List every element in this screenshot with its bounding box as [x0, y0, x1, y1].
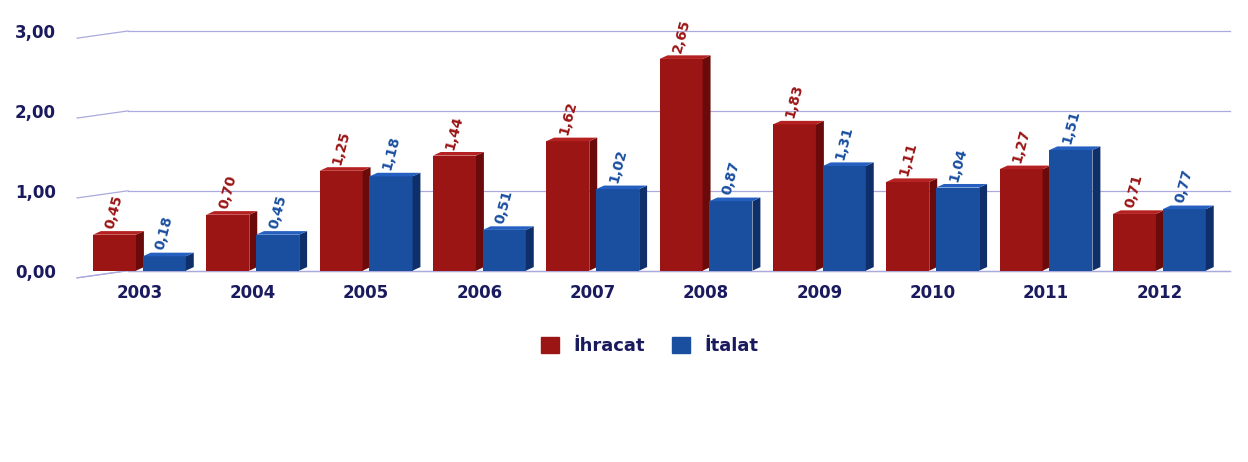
Text: 1,44: 1,44 [443, 114, 466, 151]
Polygon shape [866, 163, 874, 271]
Polygon shape [250, 211, 257, 271]
Bar [369, 176, 413, 271]
Bar [773, 124, 816, 271]
Polygon shape [319, 167, 371, 171]
Polygon shape [930, 178, 937, 271]
Text: 1,83: 1,83 [784, 83, 806, 120]
Polygon shape [363, 167, 371, 271]
Polygon shape [1092, 146, 1101, 271]
Bar [1163, 209, 1206, 271]
Text: 0,45: 0,45 [266, 193, 288, 230]
Legend: İhracat, İtalat: İhracat, İtalat [532, 328, 768, 364]
Text: 0,77: 0,77 [1173, 168, 1196, 204]
Text: 0,87: 0,87 [720, 160, 743, 196]
Polygon shape [773, 121, 824, 124]
Polygon shape [369, 173, 421, 176]
Bar [483, 230, 525, 271]
Text: 1,25: 1,25 [329, 129, 352, 166]
Text: 0,18: 0,18 [154, 215, 176, 251]
Bar [597, 189, 639, 271]
Text: 1,62: 1,62 [557, 100, 579, 136]
Polygon shape [136, 231, 144, 271]
Text: 1,02: 1,02 [607, 147, 629, 184]
Polygon shape [300, 231, 307, 271]
Polygon shape [589, 138, 598, 271]
Polygon shape [1113, 210, 1164, 214]
Polygon shape [936, 184, 987, 188]
Polygon shape [92, 231, 144, 235]
Polygon shape [709, 198, 760, 201]
Polygon shape [1156, 210, 1164, 271]
Text: 1,04: 1,04 [946, 146, 968, 183]
Polygon shape [433, 152, 484, 156]
Polygon shape [703, 55, 710, 271]
Text: 0,71: 0,71 [1123, 172, 1146, 209]
Text: 1,18: 1,18 [379, 134, 402, 171]
Polygon shape [206, 211, 257, 215]
Polygon shape [822, 163, 874, 166]
Polygon shape [1042, 165, 1051, 271]
Bar [92, 235, 136, 271]
Bar [1113, 214, 1156, 271]
Text: 1,11: 1,11 [896, 140, 919, 177]
Bar [1000, 169, 1042, 271]
Bar [1050, 150, 1092, 271]
Bar [142, 256, 186, 271]
Polygon shape [597, 186, 648, 189]
Polygon shape [1050, 146, 1101, 150]
Bar [936, 188, 980, 271]
Polygon shape [886, 178, 937, 182]
Text: 0,51: 0,51 [493, 188, 515, 225]
Bar [256, 235, 300, 271]
Polygon shape [659, 55, 710, 59]
Polygon shape [639, 186, 648, 271]
Bar [319, 171, 363, 271]
Text: 1,31: 1,31 [834, 124, 855, 161]
Bar [709, 201, 753, 271]
Text: 0,45: 0,45 [104, 193, 126, 230]
Bar [886, 182, 930, 271]
Polygon shape [475, 152, 484, 271]
Text: 1,51: 1,51 [1060, 108, 1082, 145]
Polygon shape [256, 231, 307, 235]
Polygon shape [1206, 206, 1214, 271]
Polygon shape [483, 226, 534, 230]
Text: 2,65: 2,65 [670, 17, 693, 54]
Bar [433, 156, 475, 271]
Polygon shape [980, 184, 987, 271]
Polygon shape [753, 198, 760, 271]
Polygon shape [142, 253, 193, 256]
Polygon shape [816, 121, 824, 271]
Polygon shape [547, 138, 598, 141]
Bar [822, 166, 866, 271]
Polygon shape [1000, 165, 1051, 169]
Bar [206, 215, 250, 271]
Polygon shape [525, 226, 534, 271]
Polygon shape [413, 173, 421, 271]
Bar [547, 141, 589, 271]
Polygon shape [186, 253, 193, 271]
Bar [659, 59, 703, 271]
Polygon shape [1163, 206, 1214, 209]
Text: 1,27: 1,27 [1010, 128, 1032, 164]
Text: 0,70: 0,70 [217, 173, 238, 210]
